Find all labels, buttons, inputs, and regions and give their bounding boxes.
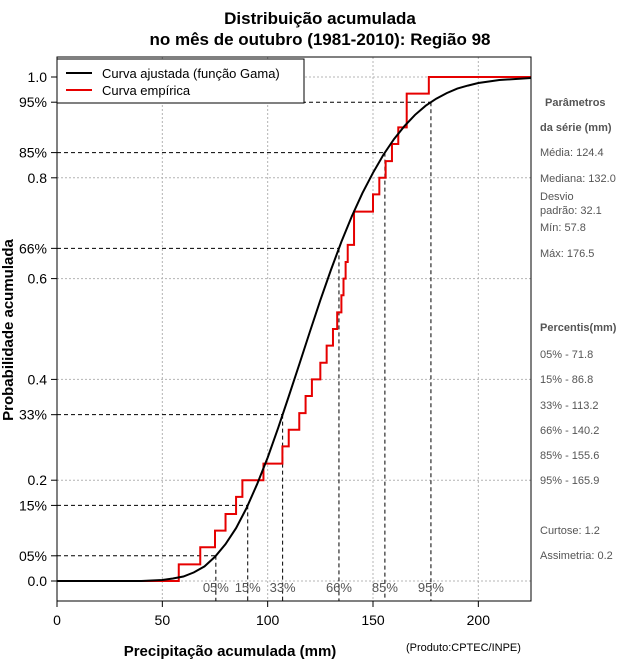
percentil-66: 66% - 140.2 — [540, 425, 600, 437]
x-tick-label: 150 — [361, 612, 385, 628]
chart-title-line-2: no mês de outubro (1981-2010): Região 98 — [149, 30, 491, 49]
percentil-33: 33% - 113.2 — [540, 400, 599, 412]
percentil-15: 15% - 86.8 — [540, 374, 594, 386]
y-tick-label: 0.6 — [28, 271, 48, 287]
plot-frame — [56, 56, 532, 602]
series — [57, 76, 532, 582]
empirical-curve — [57, 76, 531, 582]
percentil-05: 05% - 71.8 — [540, 349, 594, 361]
param-media: Média: 124.4 — [540, 147, 604, 159]
legend-label-empirical: Curva empírica — [102, 83, 191, 98]
param-max: Máx: 176.5 — [540, 248, 595, 260]
percentile-x-label: 85% — [372, 580, 398, 595]
axes: 0 50 100 150 200 0.0 0.2 0.4 0.6 0.8 1.0 05% 15% 33% 6… — [19, 69, 490, 628]
param-min: Mín: 57.8 — [540, 222, 586, 234]
legend: Curva ajustada (função Gama) Curva empír… — [56, 58, 305, 104]
percentil-95: 95% - 165.9 — [540, 475, 600, 487]
param-desvio-2: padrão: 32.1 — [540, 205, 602, 217]
y-percent-tick-label: 15% — [19, 497, 47, 513]
grid — [56, 57, 531, 601]
credit-label: (Produto:CPTEC/INPE) — [406, 642, 521, 654]
params-title-2: da série (mm) — [540, 122, 612, 134]
y-percent-tick-label: 33% — [19, 407, 47, 423]
percentile-guides: 05% 15% 33% 66% 85% 95% — [57, 101, 444, 601]
y-axis-label: Probabilidade acumulada — [0, 238, 17, 420]
percentil-85: 85% - 155.6 — [540, 450, 600, 462]
stat-curtose: Curtose: 1.2 — [540, 525, 600, 537]
stat-assimetria: Assimetria: 0.2 — [540, 550, 613, 562]
chart-title-line-1: Distribuição acumulada — [224, 9, 416, 28]
x-tick-label: 50 — [155, 612, 171, 628]
legend-label-fitted: Curva ajustada (função Gama) — [102, 66, 280, 81]
y-tick-label: 0.2 — [28, 472, 48, 488]
y-tick-label: 1.0 — [28, 69, 48, 85]
percentile-x-label: 95% — [418, 580, 444, 595]
fitted-gamma-curve — [57, 77, 532, 582]
y-percent-tick-label: 66% — [19, 240, 47, 256]
percentis-title: Percentis(mm) — [540, 322, 617, 334]
y-percent-tick-label: 05% — [19, 548, 47, 564]
param-mediana: Mediana: 132.0 — [540, 173, 616, 185]
x-tick-label: 200 — [467, 612, 491, 628]
x-tick-label: 0 — [53, 612, 61, 628]
y-percent-tick-label: 85% — [19, 145, 47, 161]
params-title-1: Parâmetros — [545, 97, 606, 109]
param-desvio-1: Desvio — [540, 191, 574, 203]
y-tick-label: 0.0 — [28, 573, 48, 589]
x-axis-label: Precipitação acumulada (mm) — [124, 643, 337, 660]
percentile-x-label: 33% — [270, 580, 296, 595]
legend-box — [56, 58, 305, 104]
percentile-x-label: 15% — [235, 580, 261, 595]
y-percent-tick-label: 95% — [19, 94, 47, 110]
percentile-x-label: 05% — [203, 580, 229, 595]
y-tick-label: 0.4 — [28, 371, 48, 387]
x-tick-label: 100 — [256, 612, 280, 628]
y-tick-label: 0.8 — [28, 170, 48, 186]
percentile-x-label: 66% — [326, 580, 352, 595]
